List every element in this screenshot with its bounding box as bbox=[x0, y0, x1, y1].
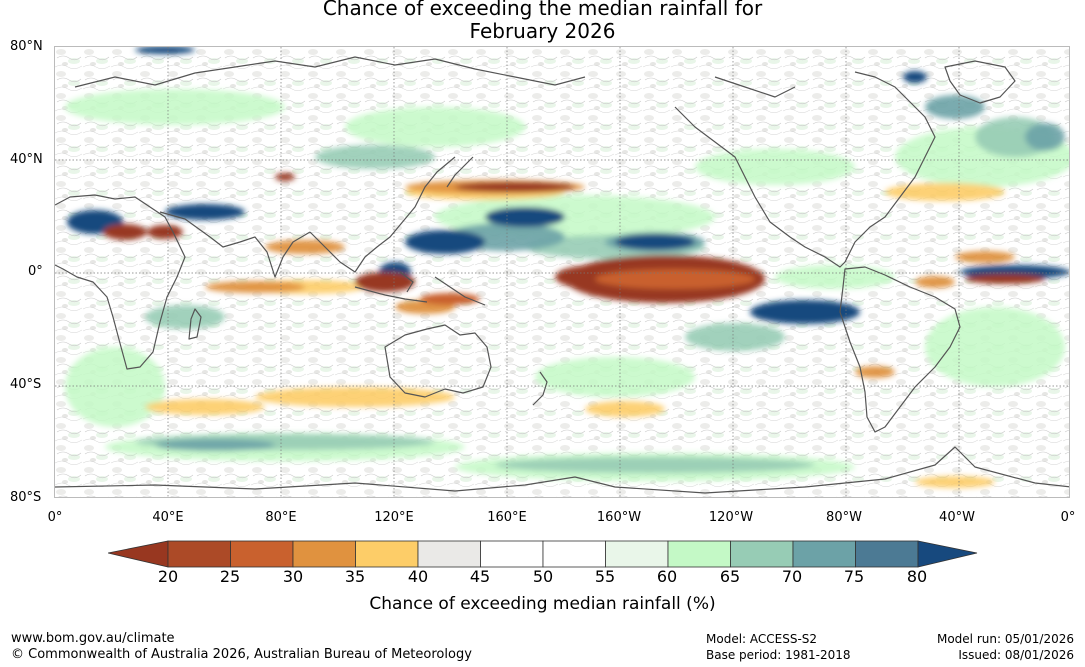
colorbar-tick-40: 40 bbox=[407, 567, 429, 586]
lon-label-0: 0° bbox=[47, 510, 63, 525]
lat-label-80s: 80°S bbox=[10, 490, 42, 505]
colorbar-tick-75: 75 bbox=[843, 567, 865, 586]
colorbar-cell bbox=[355, 540, 419, 568]
lon-label-160w: 160°W bbox=[596, 510, 642, 525]
colorbar-cell bbox=[292, 540, 356, 568]
graticule bbox=[55, 47, 1069, 497]
lon-label-80e: 80°E bbox=[265, 510, 297, 525]
rainfall-probability-map bbox=[54, 46, 1070, 498]
colorbar-tick-35: 35 bbox=[344, 567, 366, 586]
colorbar-tick-30: 30 bbox=[282, 567, 304, 586]
colorbar-tick-45: 45 bbox=[469, 567, 491, 586]
colorbar-cell bbox=[417, 540, 481, 568]
colorbar-low-arrow bbox=[108, 540, 169, 568]
lon-label-40e: 40°E bbox=[152, 510, 184, 525]
map-canvas bbox=[55, 47, 1069, 497]
colorbar-cell bbox=[792, 540, 856, 568]
title-line-2: February 2026 bbox=[469, 19, 616, 43]
footer-copyright: © Commonwealth of Australia 2026, Austra… bbox=[11, 647, 472, 662]
lat-label-equator: 0° bbox=[28, 264, 43, 279]
lat-label-40s: 40°S bbox=[10, 377, 42, 392]
colorbar-cell bbox=[167, 540, 231, 568]
colorbar-tick-65: 65 bbox=[719, 567, 741, 586]
lon-label-40w: 40°W bbox=[939, 510, 975, 525]
colorbar-cell bbox=[855, 540, 919, 568]
colorbar-cell bbox=[230, 540, 294, 568]
lon-label-80w: 80°W bbox=[826, 510, 862, 525]
lat-label-80n: 80°N bbox=[10, 39, 43, 54]
footer-model: Model: ACCESS-S2 bbox=[706, 632, 818, 646]
footer-url[interactable]: www.bom.gov.au/climate bbox=[11, 631, 175, 646]
lat-label-40n: 40°N bbox=[10, 152, 43, 167]
colorbar-tick-50: 50 bbox=[532, 567, 554, 586]
lon-label-360: 0° bbox=[1060, 510, 1076, 525]
colorbar-tick-20: 20 bbox=[157, 567, 179, 586]
colorbar-tick-25: 25 bbox=[219, 567, 241, 586]
coastlines bbox=[55, 56, 1069, 494]
title-line-1: Chance of exceeding the median rainfall … bbox=[322, 0, 763, 20]
footer-base-period: Base period: 1981-2018 bbox=[706, 648, 851, 662]
colorbar-cell bbox=[542, 540, 606, 568]
lon-label-120e: 120°E bbox=[374, 510, 414, 525]
footer-model-run: Model run: 05/01/2026 bbox=[936, 632, 1074, 646]
colorbar-cell bbox=[605, 540, 669, 568]
map-title: Chance of exceeding the median rainfall … bbox=[0, 0, 1085, 43]
colorbar-high-arrow bbox=[917, 540, 978, 568]
colorbar-tick-60: 60 bbox=[656, 567, 678, 586]
colorbar-tick-80: 80 bbox=[906, 567, 928, 586]
colorbar-tick-55: 55 bbox=[594, 567, 616, 586]
footer-issued: Issued: 08/01/2026 bbox=[958, 648, 1074, 662]
lon-label-120w: 120°W bbox=[708, 510, 754, 525]
colorbar-cells bbox=[167, 540, 919, 568]
colorbar-cell bbox=[730, 540, 794, 568]
lon-label-160e: 160°E bbox=[487, 510, 527, 525]
colorbar-title: Chance of exceeding median rainfall (%) bbox=[369, 594, 716, 614]
colorbar-cell bbox=[667, 540, 731, 568]
colorbar bbox=[108, 540, 978, 568]
colorbar-cell bbox=[480, 540, 544, 568]
colorbar-tick-70: 70 bbox=[781, 567, 803, 586]
